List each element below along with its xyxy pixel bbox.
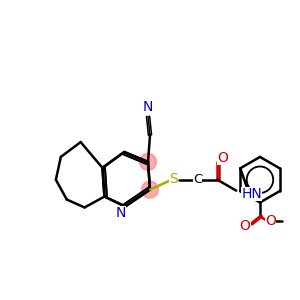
Text: O: O [217,151,228,165]
Text: S: S [169,172,178,186]
Text: O: O [240,219,250,233]
Text: N: N [143,100,153,114]
Text: O: O [266,214,276,228]
Text: N: N [116,206,127,220]
Text: C: C [193,173,202,186]
Circle shape [140,154,156,170]
Text: HN: HN [241,187,262,201]
Text: N: N [116,206,127,220]
Circle shape [142,181,158,198]
